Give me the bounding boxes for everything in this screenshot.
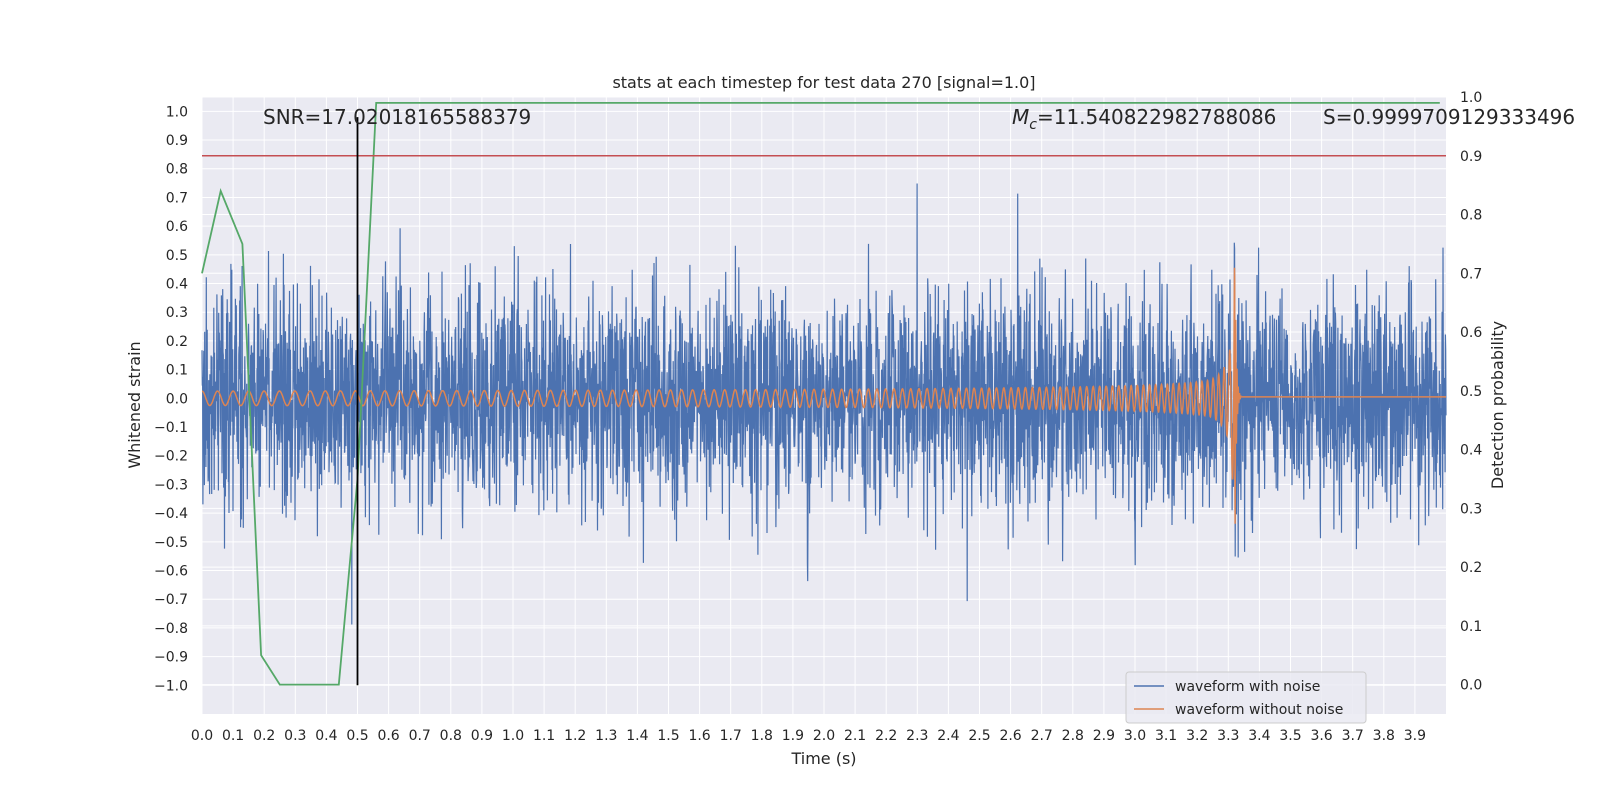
x-tick-label: 3.0 bbox=[1124, 728, 1146, 744]
x-tick-label: 2.8 bbox=[1062, 728, 1084, 744]
x-tick-label: 0.3 bbox=[284, 728, 306, 744]
y-tick-label: −0.5 bbox=[154, 535, 188, 551]
x-tick-label: 1.9 bbox=[782, 728, 804, 744]
y-tick-label: 0.4 bbox=[166, 277, 188, 293]
y-tick-label: 0.8 bbox=[166, 162, 188, 178]
y-tick-label: −0.1 bbox=[154, 420, 188, 436]
x-tick-label: 2.7 bbox=[1031, 728, 1053, 744]
chirp-mass-value: =11.540822982788086 bbox=[1037, 105, 1276, 129]
x-tick-label: 3.1 bbox=[1155, 728, 1177, 744]
x-tick-label: 0.7 bbox=[409, 728, 431, 744]
y2-tick-label: 0.4 bbox=[1460, 443, 1482, 459]
x-tick-label: 2.2 bbox=[875, 728, 897, 744]
legend-label-clean: waveform without noise bbox=[1175, 702, 1343, 718]
x-tick-label: 1.6 bbox=[688, 728, 710, 744]
y-tick-label: 0.5 bbox=[166, 248, 188, 264]
x-tick-label: 2.3 bbox=[906, 728, 928, 744]
x-tick-label: 2.6 bbox=[999, 728, 1021, 744]
y2-tick-label: 0.9 bbox=[1460, 149, 1482, 165]
overlays bbox=[202, 117, 1446, 686]
x-tick-label: 0.0 bbox=[191, 728, 213, 744]
x-tick-label: 2.9 bbox=[1093, 728, 1115, 744]
y2-tick-label: 0.7 bbox=[1460, 266, 1482, 282]
x-tick-label: 3.5 bbox=[1279, 728, 1301, 744]
x-axis-ticks: 0.0 0.1 0.2 0.3 0.4 0.5 0.6 0.7 0.8 0.9 1.0 1.1 1.2 1… bbox=[191, 728, 1426, 744]
y2-axis-ticks: 0.0 0.1 0.2 0.3 0.4 0.5 0.6 0.7 0.8 0.9 1.0 bbox=[1460, 90, 1482, 694]
y-tick-label: −0.8 bbox=[154, 621, 188, 637]
y-tick-label: −0.6 bbox=[154, 564, 188, 580]
y2-tick-label: 1.0 bbox=[1460, 90, 1482, 106]
y2-tick-label: 0.1 bbox=[1460, 619, 1482, 635]
y-tick-label: 0.1 bbox=[166, 363, 188, 379]
series-waveform-with-noise bbox=[201, 183, 1447, 625]
chirp-mass-symbol: M bbox=[1012, 105, 1029, 129]
x-tick-label: 2.1 bbox=[844, 728, 866, 744]
x-tick-label: 1.0 bbox=[502, 728, 524, 744]
x-tick-label: 1.3 bbox=[595, 728, 617, 744]
y-tick-label: −0.7 bbox=[154, 592, 188, 608]
y-tick-label: −1.0 bbox=[154, 678, 188, 694]
y2-tick-label: 0.5 bbox=[1460, 384, 1482, 400]
x-tick-label: 2.0 bbox=[813, 728, 835, 744]
snr-annotation: SNR=17.02018165588379 bbox=[263, 105, 531, 129]
y-tick-label: 0.3 bbox=[166, 305, 188, 321]
legend-label-noise: waveform with noise bbox=[1175, 679, 1320, 695]
y-axis-ticks: −1.0 −0.9 −0.8 −0.7 −0.6 −0.5 −0.4 −0.3 −0.2 −0.1… bbox=[154, 104, 188, 694]
x-tick-label: 3.8 bbox=[1373, 728, 1395, 744]
y-tick-label: 0.0 bbox=[166, 391, 188, 407]
x-tick-label: 3.2 bbox=[1186, 728, 1208, 744]
chirp-mass-annotation: Mc=11.540822982788086 bbox=[1012, 105, 1276, 133]
x-tick-label: 1.1 bbox=[533, 728, 555, 744]
chirp-mass-subscript: c bbox=[1029, 117, 1037, 133]
y-tick-label: 0.7 bbox=[166, 190, 188, 206]
series-detection-probability bbox=[201, 102, 1440, 686]
y-tick-label: 0.2 bbox=[166, 334, 188, 350]
x-tick-label: 3.4 bbox=[1248, 728, 1270, 744]
x-tick-label: 3.9 bbox=[1404, 728, 1426, 744]
s-annotation: S=0.9999709129333496 bbox=[1323, 105, 1575, 129]
x-tick-label: 0.8 bbox=[440, 728, 462, 744]
x-tick-label: 0.1 bbox=[222, 728, 244, 744]
noise-waveform-line bbox=[201, 183, 1447, 625]
x-tick-label: 0.4 bbox=[315, 728, 337, 744]
x-tick-label: 1.2 bbox=[564, 728, 586, 744]
x-tick-label: 0.9 bbox=[471, 728, 493, 744]
y2-axis-label: Detection probability bbox=[1488, 321, 1507, 489]
y2-tick-label: 0.0 bbox=[1460, 678, 1482, 694]
series-waveform-without-noise bbox=[201, 267, 1446, 524]
legend: waveform with noise waveform without noi… bbox=[1125, 671, 1367, 724]
y-tick-label: 0.9 bbox=[166, 133, 188, 149]
y2-tick-label: 0.2 bbox=[1460, 560, 1482, 576]
y-tick-label: −0.3 bbox=[154, 477, 188, 493]
x-axis-label: Time (s) bbox=[790, 749, 856, 768]
y2-tick-label: 0.6 bbox=[1460, 325, 1482, 341]
x-tick-label: 1.4 bbox=[626, 728, 648, 744]
x-tick-label: 3.7 bbox=[1342, 728, 1364, 744]
y2-tick-label: 0.8 bbox=[1460, 208, 1482, 224]
clean-waveform-line bbox=[201, 267, 1446, 524]
x-tick-label: 0.5 bbox=[346, 728, 368, 744]
y2-tick-label: 0.3 bbox=[1460, 501, 1482, 517]
x-tick-label: 2.5 bbox=[968, 728, 990, 744]
y-axis-label: Whitened strain bbox=[125, 341, 144, 468]
y-tick-label: −0.9 bbox=[154, 650, 188, 666]
y-tick-label: −0.2 bbox=[154, 449, 188, 465]
y-tick-label: 1.0 bbox=[166, 104, 188, 120]
x-tick-label: 0.2 bbox=[253, 728, 275, 744]
y-tick-label: 0.6 bbox=[166, 219, 188, 235]
x-tick-label: 1.8 bbox=[751, 728, 773, 744]
legend-box bbox=[1125, 671, 1367, 724]
detection-probability-line bbox=[201, 102, 1440, 686]
x-tick-label: 3.6 bbox=[1310, 728, 1332, 744]
x-tick-label: 2.4 bbox=[937, 728, 959, 744]
x-tick-label: 1.5 bbox=[657, 728, 679, 744]
y-tick-label: −0.4 bbox=[154, 506, 188, 522]
x-tick-label: 3.3 bbox=[1217, 728, 1239, 744]
x-tick-label: 1.7 bbox=[720, 728, 742, 744]
chart-title: stats at each timestep for test data 270… bbox=[612, 73, 1035, 92]
x-tick-label: 0.6 bbox=[377, 728, 399, 744]
